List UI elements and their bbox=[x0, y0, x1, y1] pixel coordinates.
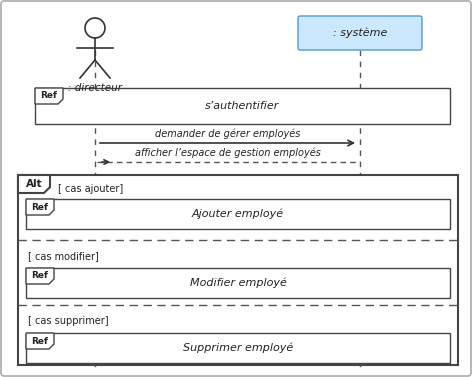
Text: [ cas supprimer]: [ cas supprimer] bbox=[28, 316, 109, 326]
Polygon shape bbox=[26, 333, 54, 349]
FancyBboxPatch shape bbox=[26, 333, 450, 363]
Text: : système: : système bbox=[333, 28, 387, 38]
Text: Alt: Alt bbox=[25, 179, 42, 189]
FancyBboxPatch shape bbox=[35, 88, 450, 124]
Text: [ cas modifier]: [ cas modifier] bbox=[28, 251, 99, 261]
FancyBboxPatch shape bbox=[18, 175, 458, 365]
Text: Ref: Ref bbox=[41, 92, 58, 101]
Text: Supprimer employé: Supprimer employé bbox=[183, 343, 293, 353]
FancyBboxPatch shape bbox=[298, 16, 422, 50]
Text: Ajouter employé: Ajouter employé bbox=[192, 209, 284, 219]
Polygon shape bbox=[26, 268, 54, 284]
Text: afficher l’espace de gestion employés: afficher l’espace de gestion employés bbox=[135, 147, 320, 158]
FancyBboxPatch shape bbox=[26, 268, 450, 298]
Polygon shape bbox=[26, 199, 54, 215]
Text: Ref: Ref bbox=[32, 337, 49, 345]
Text: Ref: Ref bbox=[32, 202, 49, 211]
FancyBboxPatch shape bbox=[26, 199, 450, 229]
Text: Modifier employé: Modifier employé bbox=[190, 278, 287, 288]
Text: Ref: Ref bbox=[32, 271, 49, 280]
Polygon shape bbox=[18, 175, 50, 193]
Text: s’authentifier: s’authentifier bbox=[205, 101, 280, 111]
Text: [ cas ajouter]: [ cas ajouter] bbox=[58, 184, 123, 194]
Text: : directeur: : directeur bbox=[68, 83, 122, 93]
Text: demander de gérer employés: demander de gérer employés bbox=[155, 129, 300, 139]
Polygon shape bbox=[35, 88, 63, 104]
